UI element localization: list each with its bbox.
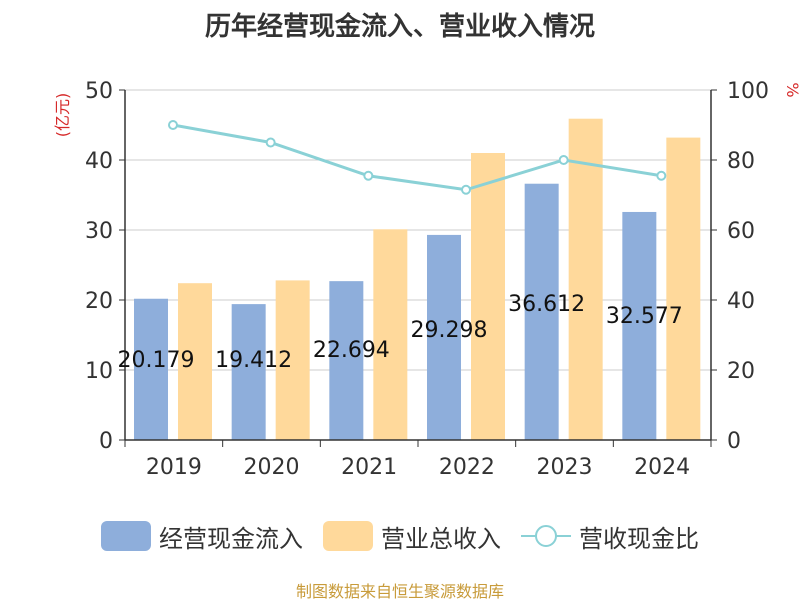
x-tick-label: 2020 [244,455,300,480]
chart-plot: 0 10 20 30 40 50 0 20 40 60 80 100 (亿元)% 2019 2020 2021… [53,79,800,480]
legend-label-revenue: 营业总收入 [381,524,501,553]
legend-label-cash-inflow: 经营现金流入 [159,524,303,553]
bar-revenue [471,153,505,440]
legend-item-cash-inflow[interactable]: 经营现金流入 [101,519,303,554]
bar-cash-inflow [524,183,559,440]
bar-revenue [373,229,408,440]
bar-data-label: 36.612 [508,292,585,317]
y-left-tick-label: 10 [85,359,113,384]
ratio-point [265,137,276,148]
ratio-point [363,170,374,181]
legend-swatch-cash-inflow [101,521,151,551]
ratio-point [168,120,178,130]
bar-data-label: 29.298 [411,318,488,343]
legend-label-ratio: 营收现金比 [579,524,699,553]
bar-cash-inflow [329,281,364,440]
source-note: 制图数据来自恒生聚源数据库 [295,582,504,601]
bar-cash-inflow [134,298,168,440]
x-tick-label: 2023 [537,455,593,480]
bar-cash-inflow [231,304,266,440]
y-right-tick-label: 0 [727,429,741,454]
x-tick-label: 2022 [439,455,495,480]
y-left-tick-label: 40 [85,149,113,174]
y-right-tick-label: 40 [727,289,755,314]
y-left-tick-label: 50 [85,79,113,104]
y-left-axis-title: (亿元) [53,93,72,138]
bar-data-label: 20.179 [118,348,195,373]
bar-revenue [568,118,603,440]
legend: 经营现金流入 营业总收入 营收现金比 [0,516,800,556]
y-left-tick-label: 30 [85,219,113,244]
y-right-tick-label: 20 [727,359,755,384]
y-left-tick-label: 0 [99,429,113,454]
x-tick-label: 2024 [634,455,690,480]
bar-data-label: 32.577 [606,304,683,329]
bar-revenue [666,137,701,440]
bar-revenue [275,280,310,440]
bar-cash-inflow [622,211,657,440]
y-left-tick-label: 20 [85,289,113,314]
bar-revenue [178,283,212,440]
y-right-tick-label: 100 [727,79,769,104]
x-tick-label: 2021 [341,455,397,480]
x-tick-label: 2019 [146,455,202,480]
y-right-axis-title: % [783,82,800,97]
y-right-tick-label: 60 [727,219,755,244]
ratio-line [172,123,662,192]
bar-data-label: 22.694 [313,338,390,363]
chart-title: 历年经营现金流入、营业收入情况 [204,12,595,42]
legend-item-ratio[interactable]: 营收现金比 [521,519,699,554]
legend-swatch-ratio [521,521,571,551]
legend-item-revenue[interactable]: 营业总收入 [323,519,501,554]
ratio-point [558,155,569,165]
legend-swatch-revenue [323,521,373,551]
bar-cash-inflow [427,234,461,440]
bar-data-label: 19.412 [215,348,292,373]
y-right-tick-label: 80 [727,149,755,174]
ratio-point [461,184,471,195]
ratio-point [656,170,667,181]
